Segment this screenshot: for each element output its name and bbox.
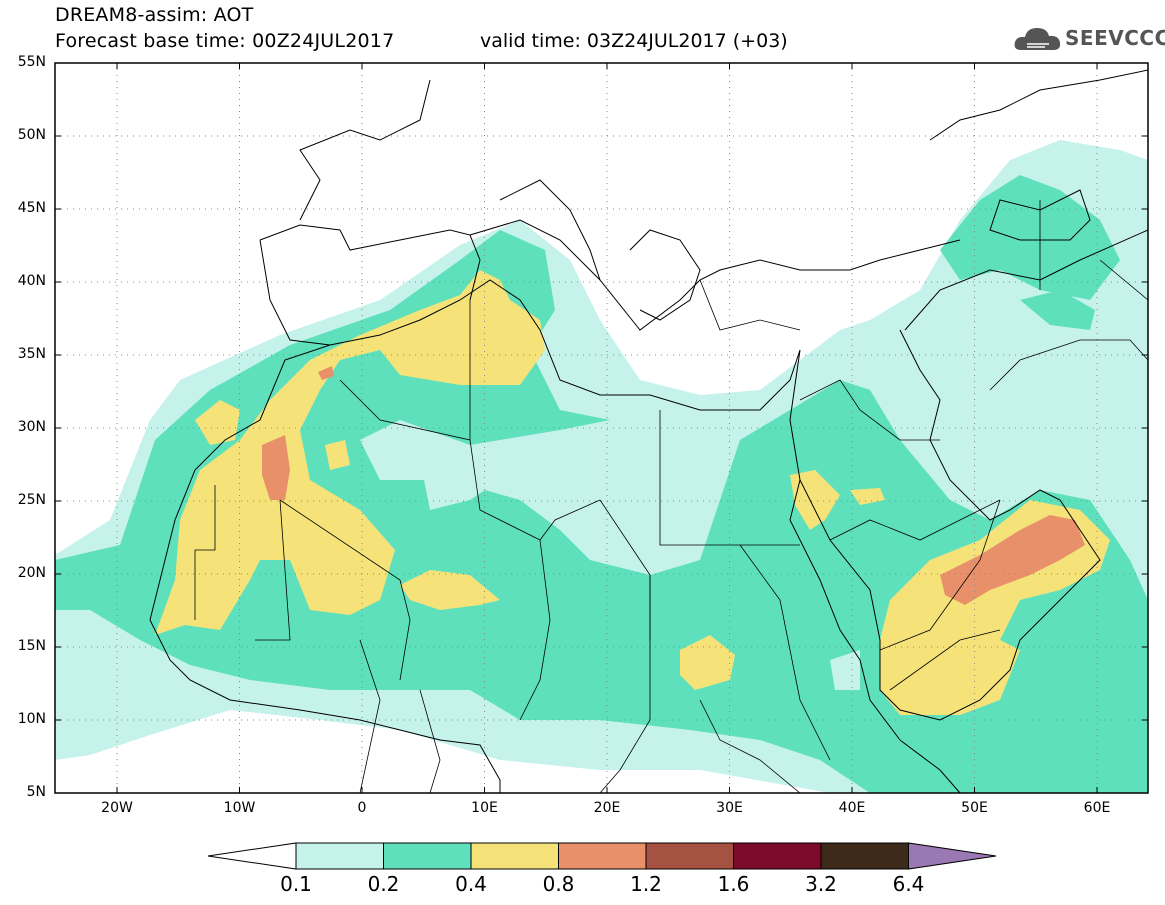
- latitude-label: 5N: [26, 784, 46, 800]
- colorbar-segment: [295, 842, 384, 870]
- latitude-label: 40N: [17, 273, 46, 289]
- colorbar-segment: [383, 842, 472, 870]
- longitude-label: 20W: [101, 800, 133, 816]
- longitude-label: 10E: [471, 800, 498, 816]
- colorbar-label: 0.2: [367, 872, 400, 896]
- cloud-icon: [1014, 28, 1061, 50]
- logo-text: SEEVCCC: [1065, 26, 1165, 50]
- latitude-label: 45N: [17, 200, 46, 216]
- forecast-base-time: Forecast base time: 00Z24JUL2017: [55, 30, 395, 52]
- latitude-label: 25N: [17, 492, 46, 508]
- latitude-label: 55N: [17, 54, 46, 70]
- colorbar-label: 0.1: [280, 872, 312, 896]
- latitude-label: 35N: [17, 346, 46, 362]
- colorbar-label: 6.4: [892, 872, 925, 896]
- colorbar-segment: [645, 842, 734, 870]
- latitude-label: 20N: [17, 565, 46, 581]
- colorbar-segment: [558, 842, 647, 870]
- longitude-label: 10W: [223, 800, 256, 816]
- colorbar-segment: [470, 842, 559, 870]
- colorbar-label: 0.8: [542, 872, 575, 896]
- latitude-label: 15N: [17, 638, 46, 654]
- country-borders: [194, 200, 1148, 793]
- colorbar-label: 1.6: [717, 872, 750, 896]
- longitude-label: 50E: [961, 800, 988, 816]
- colorbar-arrow-high: [908, 842, 997, 870]
- aot-level-0-8: [262, 366, 1085, 605]
- colorbar-label: 0.4: [455, 872, 487, 896]
- longitude-label: 30E: [716, 800, 743, 816]
- colorbar-arrow-low: [207, 842, 297, 870]
- longitude-label: 20E: [593, 800, 621, 816]
- latitude-label: 50N: [17, 127, 46, 143]
- seevccc-logo: SEEVCCC: [1013, 22, 1165, 56]
- map-title: DREAM8-assim: AOT: [55, 4, 254, 26]
- colorbar-segment: [733, 842, 822, 870]
- colorbar-label: 1.2: [630, 872, 662, 896]
- valid-time: valid time: 03Z24JUL2017 (+03): [480, 30, 788, 52]
- longitude-label: 40E: [838, 800, 866, 816]
- longitude-label: 0: [357, 800, 367, 816]
- latitude-label: 10N: [17, 711, 46, 727]
- colorbar: [207, 842, 997, 870]
- latitude-label: 30N: [17, 419, 46, 435]
- colorbar-label: 3.2: [805, 872, 837, 896]
- longitude-label: 60E: [1083, 800, 1111, 816]
- colorbar-segment: [820, 842, 909, 870]
- coastlines: [149, 69, 1148, 793]
